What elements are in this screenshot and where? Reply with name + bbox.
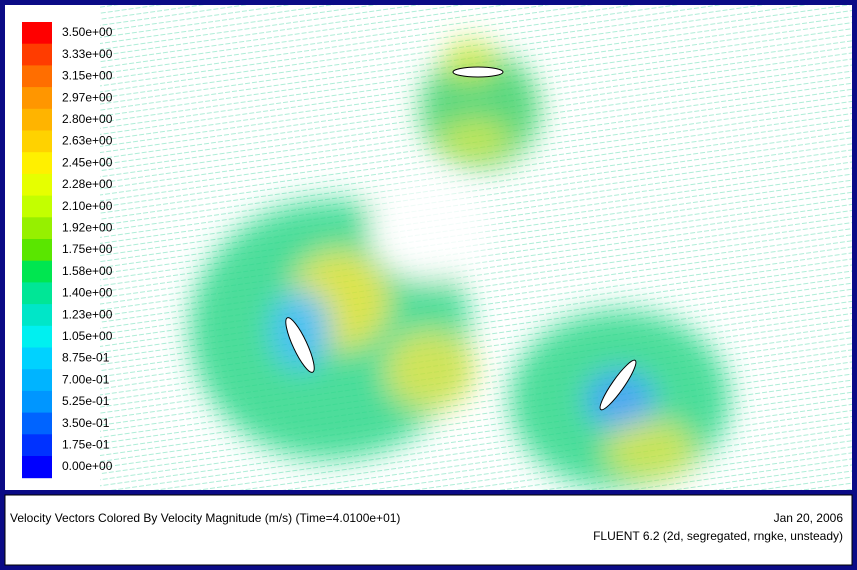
colorbar-label: 3.50e+00 (62, 25, 113, 39)
colorbar-swatch (22, 456, 52, 478)
colorbar-swatch (22, 413, 52, 435)
colorbar-label: 1.75e-01 (62, 437, 110, 451)
colorbar-label: 2.28e+00 (62, 177, 113, 191)
colorbar-swatch (22, 217, 52, 239)
colorbar-label: 2.63e+00 (62, 134, 113, 148)
screenshot: Velocity Vectors Colored By Velocity Mag… (0, 0, 857, 570)
colorbar-label: 3.50e-01 (62, 416, 110, 430)
colorbar-label: 1.75e+00 (62, 242, 113, 256)
colorbar-swatch (22, 87, 52, 109)
colorbar-swatch (22, 282, 52, 304)
colorbar-swatch (22, 109, 52, 131)
caption: Velocity Vectors Colored By Velocity Mag… (10, 511, 400, 525)
colorbar-label: 3.33e+00 (62, 47, 113, 61)
colorbar-label: 1.58e+00 (62, 264, 113, 278)
colorbar-label: 1.23e+00 (62, 307, 113, 321)
colorbar-swatch (22, 152, 52, 174)
colorbar-label: 1.05e+00 (62, 329, 113, 343)
colorbar-swatch (22, 261, 52, 283)
colorbar-swatch (22, 196, 52, 218)
colorbar-swatch (22, 174, 52, 196)
solver-info: FLUENT 6.2 (2d, segregated, rngke, unste… (593, 529, 843, 543)
colorbar-swatch (22, 326, 52, 348)
colorbar-label: 5.25e-01 (62, 394, 110, 408)
colorbar-label: 2.45e+00 (62, 155, 113, 169)
colorbar-label: 2.80e+00 (62, 112, 113, 126)
colorbar-swatch (22, 44, 52, 66)
colorbar-label: 3.15e+00 (62, 69, 113, 83)
colorbar-label: 7.00e-01 (62, 372, 110, 386)
colorbar-label: 1.40e+00 (62, 286, 113, 300)
colorbar-swatch (22, 391, 52, 413)
colorbar-swatch (22, 131, 52, 153)
colorbar-label: 8.75e-01 (62, 351, 110, 365)
colorbar-swatch (22, 22, 52, 44)
colorbar-swatch (22, 434, 52, 456)
colorbar-swatch (22, 369, 52, 391)
colorbar-label: 2.97e+00 (62, 90, 113, 104)
colorbar-swatch (22, 304, 52, 326)
colorbar-swatch (22, 65, 52, 87)
colorbar-swatch (22, 239, 52, 261)
page: {"colorbar": { "labels": ["3.50e+00","3.… (0, 0, 857, 570)
colorbar-label: 2.10e+00 (62, 199, 113, 213)
flow-field (100, 5, 852, 490)
date: Jan 20, 2006 (774, 511, 844, 525)
colorbar-label: 0.00e+00 (62, 459, 113, 473)
colorbar-label: 1.92e+00 (62, 220, 113, 234)
colorbar-swatch (22, 348, 52, 370)
